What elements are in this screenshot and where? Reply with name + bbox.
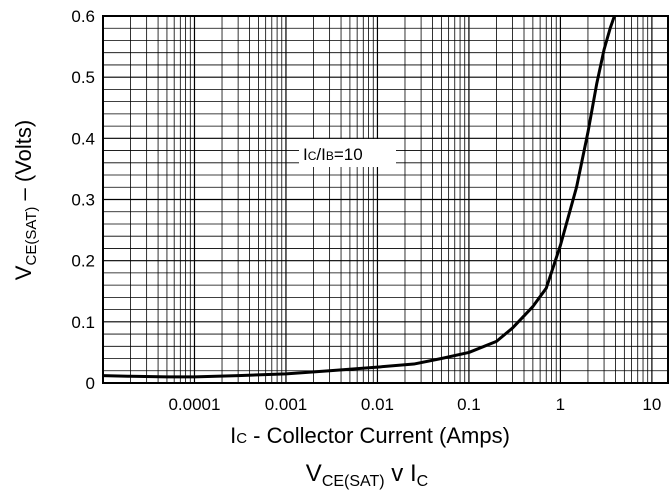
y-tick-label: 0.2 [71,252,95,271]
y-tick-label: 0 [86,374,95,393]
annotation-box [299,139,396,167]
y-tick-label: 0.5 [71,68,95,87]
x-tick-label: 0.01 [361,395,394,414]
x-axis-title: IC - Collector Current (Amps) [230,423,510,448]
x-tick-label: 0.0001 [168,395,220,414]
x-tick-labels: 0.0001 0.001 0.01 0.1 1 10 [168,395,661,414]
annotation-label: IC/IB=10 [303,145,363,164]
y-tick-labels: 0 0.1 0.2 0.3 0.4 0.5 0.6 [71,7,95,393]
x-tick-label: 0.1 [457,395,481,414]
x-tick-label: 1 [556,395,565,414]
y-tick-label: 0.6 [71,7,95,26]
series-line [103,16,617,379]
x-tick-label: 10 [642,395,661,414]
y-tick-label: 0.4 [71,129,95,148]
plot-frame [102,15,669,384]
chart-caption: VCE(SAT) v IC [306,460,428,490]
y-tick-label: 0.1 [71,313,95,332]
y-axis-title: VCE(SAT) – (Volts) [11,120,40,280]
y-tick-label: 0.3 [71,191,95,210]
grid [102,15,668,384]
series-layer [103,16,617,379]
x-tick-label: 0.001 [265,395,308,414]
